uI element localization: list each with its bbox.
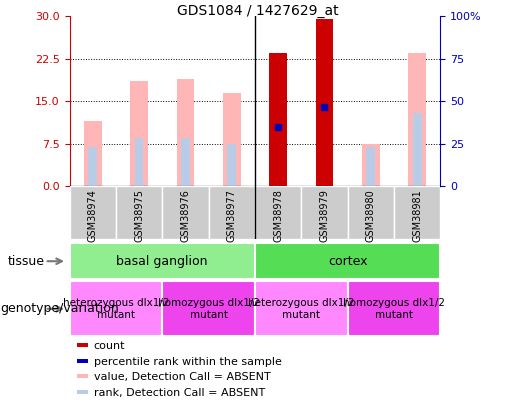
Text: GSM38977: GSM38977 <box>227 189 237 242</box>
Text: GSM38976: GSM38976 <box>180 189 191 242</box>
Text: GSM38980: GSM38980 <box>366 189 376 242</box>
Bar <box>70 281 162 336</box>
Bar <box>77 343 88 347</box>
Bar <box>408 53 426 186</box>
Bar <box>394 186 440 239</box>
Text: genotype/variation: genotype/variation <box>1 302 119 315</box>
Text: homozygous dlx1/2
mutant: homozygous dlx1/2 mutant <box>158 298 260 320</box>
Bar <box>348 186 394 239</box>
Bar <box>77 359 88 363</box>
Bar <box>301 186 348 239</box>
Bar <box>70 186 116 239</box>
Bar <box>209 186 255 239</box>
Bar <box>223 93 241 186</box>
Text: GDS1084 / 1427629_at: GDS1084 / 1427629_at <box>177 4 338 18</box>
Bar <box>162 281 255 336</box>
Text: value, Detection Call = ABSENT: value, Detection Call = ABSENT <box>94 373 270 382</box>
Text: heterozygous dlx1/2
mutant: heterozygous dlx1/2 mutant <box>63 298 169 320</box>
Text: GSM38978: GSM38978 <box>273 189 283 242</box>
Text: percentile rank within the sample: percentile rank within the sample <box>94 357 282 367</box>
Text: GSM38975: GSM38975 <box>134 189 144 242</box>
Bar <box>362 144 380 186</box>
Bar <box>269 53 287 186</box>
Bar <box>77 390 88 394</box>
Bar <box>70 243 255 279</box>
Text: rank, Detection Call = ABSENT: rank, Detection Call = ABSENT <box>94 388 265 398</box>
Text: homozygous dlx1/2
mutant: homozygous dlx1/2 mutant <box>343 298 445 320</box>
Text: count: count <box>94 341 125 351</box>
Text: tissue: tissue <box>8 255 45 268</box>
Text: cortex: cortex <box>328 255 367 268</box>
Bar <box>348 281 440 336</box>
Bar <box>181 138 190 186</box>
Bar <box>255 281 348 336</box>
Bar <box>77 374 88 378</box>
Bar <box>177 79 194 186</box>
Bar <box>227 144 236 186</box>
Bar <box>116 186 162 239</box>
Bar <box>269 53 287 186</box>
Bar <box>162 186 209 239</box>
Bar <box>84 121 101 186</box>
Bar <box>88 147 97 186</box>
Text: GSM38974: GSM38974 <box>88 189 98 242</box>
Bar <box>130 81 148 186</box>
Bar <box>413 113 422 186</box>
Text: GSM38981: GSM38981 <box>412 189 422 242</box>
Bar <box>316 19 333 186</box>
Text: basal ganglion: basal ganglion <box>116 255 208 268</box>
Bar <box>366 147 375 186</box>
Bar <box>255 186 301 239</box>
Text: heterozygous dlx1/2
mutant: heterozygous dlx1/2 mutant <box>248 298 354 320</box>
Bar <box>255 243 440 279</box>
Bar <box>134 138 144 186</box>
Text: GSM38979: GSM38979 <box>319 189 330 242</box>
